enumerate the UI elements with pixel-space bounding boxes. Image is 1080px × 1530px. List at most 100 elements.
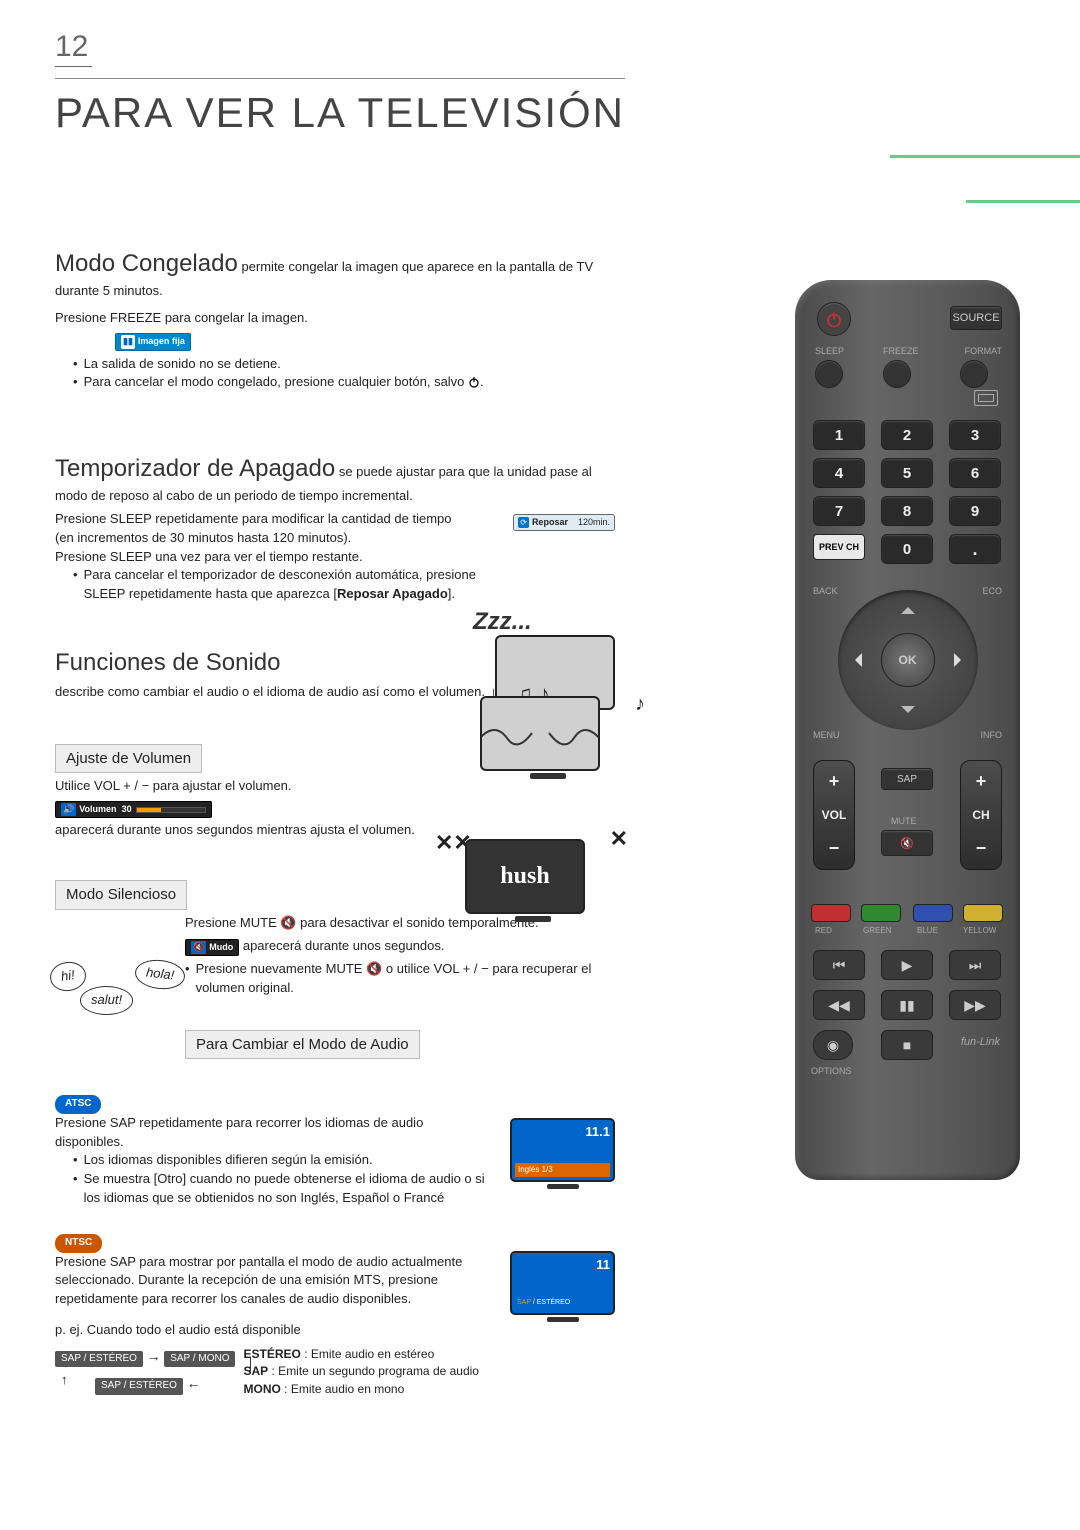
remote-key-9[interactable]: 9 (949, 496, 1001, 526)
remote-dot-button[interactable]: . (949, 534, 1001, 564)
remote-sleep-label: SLEEP (815, 346, 844, 356)
remote-freeze-label: FREEZE (883, 346, 919, 356)
ntsc-example: p. ej. Cuando todo el audio está disponi… (55, 1321, 615, 1340)
sleep-instr1: Presione SLEEP repetidamente para modifi… (55, 510, 455, 548)
remote-red-label: RED (815, 926, 832, 935)
hi-bubble: hi! (48, 960, 87, 994)
remote-key-2[interactable]: 2 (881, 420, 933, 450)
sleep-heading: Temporizador de Apagado (55, 455, 335, 482)
remote-funlink-label: fun-Link (961, 1036, 1000, 1048)
signal-line-freeze (890, 155, 1080, 158)
remote-key-5[interactable]: 5 (881, 458, 933, 488)
ntsc-tv-osd: 11 SAP / ESTÉREO (510, 1251, 615, 1322)
volume-tv-illustration: ♩ ♫ ♪ ♪ (480, 696, 615, 797)
remote-prev-track-button[interactable]: ⏮ (813, 950, 865, 980)
remote-ok-button[interactable]: OK (881, 633, 935, 687)
atsc-instr: Presione SAP repetidamente para recorrer… (55, 1114, 485, 1152)
arrow-up-icon (901, 600, 915, 614)
remote-ch-rocker[interactable]: + CH − (960, 760, 1002, 870)
mute-tv-illustration: ✕✕ ✕ hush (465, 839, 600, 934)
remote-key-8[interactable]: 8 (881, 496, 933, 526)
remote-yellow-button[interactable] (963, 904, 1003, 922)
atsc-tv-osd: 11.1 Inglés 1/3 (510, 1118, 615, 1189)
signal-line-source (966, 200, 1080, 203)
remote-sleep-button[interactable] (815, 360, 843, 388)
power-icon (468, 376, 480, 388)
remote-stop-button[interactable]: ■ (881, 1030, 933, 1060)
remote-play-button[interactable]: ▶ (881, 950, 933, 980)
audio-mode-cycle: SAP / ESTÉREO → SAP / MONO ↑ SAP / ESTÉR… (55, 1346, 235, 1395)
remote-options-label: OPTIONS (811, 1066, 852, 1076)
page-title: PARA VER LA TELEVISIÓN (55, 89, 1030, 137)
remote-info-label: INFO (981, 730, 1003, 740)
remote-format-button[interactable] (960, 360, 988, 388)
audio-mode-header: Para Cambiar el Modo de Audio (185, 1030, 420, 1060)
audio-mode-definitions: ESTÉREO : Emite audio en estéreo SAP : E… (243, 1346, 479, 1398)
sleep-osd: ⟳Reposar 120min. (513, 514, 615, 531)
remote-pause-button[interactable]: ▮▮ (881, 990, 933, 1020)
power-icon (825, 310, 843, 328)
remote-green-button[interactable] (861, 904, 901, 922)
remote-yellow-label: YELLOW (963, 926, 996, 935)
remote-mute-button[interactable]: 🔇 (881, 830, 933, 856)
remote-blue-label: BLUE (917, 926, 938, 935)
remote-green-label: GREEN (863, 926, 891, 935)
atsc-tag: ATSC (55, 1095, 101, 1114)
arrow-left-icon (848, 653, 862, 667)
title-separator-top (55, 78, 625, 79)
remote-format-label: FORMAT (965, 346, 1002, 356)
sleep-instr2: Presione SLEEP una vez para ver el tiemp… (55, 548, 615, 567)
remote-prevch-button[interactable]: PREV CH (813, 534, 865, 560)
zzz-text: Zzz... (473, 605, 532, 640)
remote-next-track-button[interactable]: ⏭ (949, 950, 1001, 980)
remote-rewind-button[interactable]: ◀◀ (813, 990, 865, 1020)
remote-key-4[interactable]: 4 (813, 458, 865, 488)
mute-instr2: Presione nuevamente MUTE 🔇 o utilice VOL… (185, 960, 615, 998)
freeze-heading: Modo Congelado (55, 250, 238, 277)
plus-icon: + (829, 771, 840, 792)
minus-icon: − (829, 838, 840, 859)
remote-sap-button[interactable]: SAP (881, 768, 933, 790)
arrow-down-icon (901, 706, 915, 720)
remote-menu-label: MENU (813, 730, 840, 740)
freeze-note2: Para cancelar el modo congelado, presion… (73, 373, 615, 392)
remote-illustration: SOURCE SLEEP FREEZE FORMAT 1 2 3 4 5 6 7… (795, 280, 1020, 1280)
remote-blue-button[interactable] (913, 904, 953, 922)
volume-osd: 🔊 Volumen 30 (55, 801, 212, 818)
minus-icon: − (976, 838, 987, 859)
page-number: 12 (55, 30, 92, 67)
remote-format-icon (974, 390, 998, 406)
remote-disc-button[interactable]: ◉ (813, 1030, 853, 1060)
ntsc-instr: Presione SAP para mostrar por pantalla e… (55, 1253, 485, 1310)
remote-source-button[interactable]: SOURCE (950, 306, 1002, 330)
ntsc-tag: NTSC (55, 1234, 102, 1253)
remote-key-7[interactable]: 7 (813, 496, 865, 526)
remote-ffwd-button[interactable]: ▶▶ (949, 990, 1001, 1020)
volume-header: Ajuste de Volumen (55, 744, 202, 774)
section-sleep: Temporizador de Apagado se puede ajustar… (55, 452, 615, 506)
arrow-right-icon (954, 653, 968, 667)
freeze-osd-badge: ▮▮ Imagen fija (115, 333, 191, 350)
remote-dpad[interactable]: OK (838, 590, 978, 730)
mute-osd-note: aparecerá durante unos segundos. (243, 938, 445, 953)
remote-vol-rocker[interactable]: + VOL − (813, 760, 855, 870)
remote-key-6[interactable]: 6 (949, 458, 1001, 488)
remote-mute-label: MUTE (891, 816, 917, 826)
remote-eco-label: ECO (982, 586, 1002, 596)
remote-power-button[interactable] (817, 302, 851, 336)
remote-key-0[interactable]: 0 (881, 534, 933, 564)
remote-freeze-button[interactable] (883, 360, 911, 388)
hola-bubble: hola! (134, 958, 187, 992)
atsc-note2: Se muestra [Otro] cuando no puede obtene… (73, 1170, 503, 1208)
remote-red-button[interactable] (811, 904, 851, 922)
sleep-note1: Para cancelar el temporizador de descone… (73, 566, 503, 604)
freeze-instr: Presione FREEZE para congelar la imagen. (55, 309, 615, 328)
mute-header: Modo Silencioso (55, 880, 187, 910)
remote-key-3[interactable]: 3 (949, 420, 1001, 450)
sound-heading: Funciones de Sonido (55, 649, 281, 676)
freeze-note1: La salida de sonido no se detiene. (73, 355, 615, 374)
section-freeze: Modo Congelado permite congelar la image… (55, 247, 615, 301)
mute-osd: 🔇Mudo (185, 939, 239, 956)
remote-key-1[interactable]: 1 (813, 420, 865, 450)
remote-back-label: BACK (813, 586, 838, 596)
